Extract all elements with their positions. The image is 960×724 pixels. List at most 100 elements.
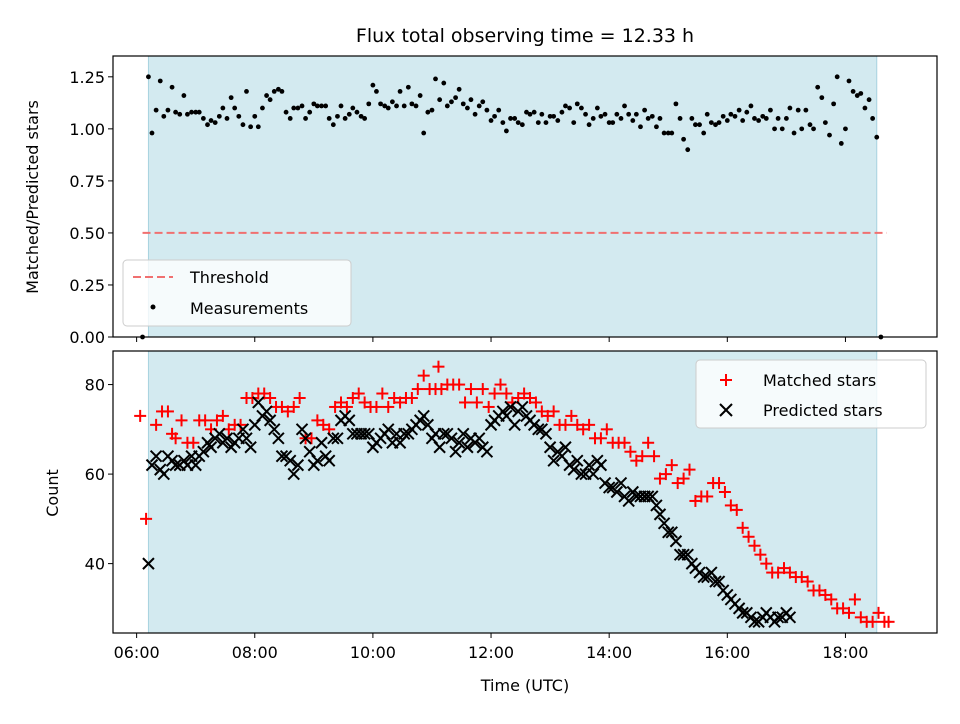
measurements-point: [701, 130, 707, 136]
predicted-stars-point: [582, 458, 596, 472]
matched-stars-point: [432, 360, 445, 373]
predicted-stars-point: [315, 436, 328, 449]
matched-stars-point: [352, 387, 365, 400]
measurements-point: [512, 116, 518, 121]
ratio-y-tick-label: 1.00: [69, 120, 105, 139]
measurements-point: [177, 111, 183, 117]
matched-stars-point: [476, 383, 489, 396]
measurements-point: [267, 97, 273, 103]
matched-legend-swatch: [720, 374, 732, 386]
matched-stars-point: [161, 405, 174, 418]
measurements-point: [165, 107, 171, 113]
matched-stars-point: [370, 400, 383, 413]
measurements-point: [385, 105, 391, 111]
measurements-point: [181, 93, 187, 98]
measurements-point: [295, 105, 301, 111]
predicted-stars-point: [539, 427, 553, 441]
measurements-point: [693, 122, 698, 128]
measurements-point: [456, 86, 462, 92]
measurements-point: [275, 86, 281, 92]
measurements-point: [264, 93, 269, 98]
measurements-point: [708, 120, 714, 126]
measurements-point: [870, 116, 876, 121]
measurements-point: [846, 78, 852, 84]
x-tick-label: 10:00: [350, 643, 396, 662]
predicted-stars-point: [653, 508, 667, 521]
matched-stars-point: [464, 383, 477, 396]
predicted-stars-point: [268, 423, 281, 436]
predicted-stars-point: [220, 432, 234, 445]
ratio-y-tick-label: 0.50: [69, 224, 105, 243]
measurements-point: [476, 103, 482, 109]
matched-stars-point: [453, 378, 466, 391]
predicted-stars-point: [327, 432, 340, 445]
predicted-stars-point: [149, 449, 163, 463]
predicted-stars-point: [712, 575, 726, 588]
x-tick-label: 16:00: [704, 643, 750, 662]
measurements-point: [858, 91, 864, 96]
measurements-point: [649, 113, 655, 119]
matched-stars-point: [801, 575, 814, 588]
ratio-legend-box: [122, 259, 352, 327]
matched-stars-point: [187, 436, 200, 449]
predicted-stars-point: [610, 485, 624, 499]
predicted-stars-point: [275, 449, 289, 463]
measurements-point: [598, 113, 604, 119]
measurements-point: [838, 141, 844, 146]
matched-stars-point: [376, 387, 389, 400]
predicted-stars-point: [142, 557, 155, 570]
measurements-point: [574, 101, 580, 107]
measurements-point: [704, 111, 710, 117]
measurements-point: [335, 113, 340, 119]
measurements-point: [803, 107, 809, 113]
measurements-point: [563, 103, 568, 109]
measurements-point: [783, 116, 789, 121]
x-tick-label: 14:00: [586, 643, 632, 662]
measurements-point: [232, 105, 238, 111]
predicted-stars-point: [197, 445, 210, 458]
measurements-point: [240, 122, 246, 128]
count-y-tick-label: 40: [85, 555, 105, 574]
measurements-point: [665, 130, 671, 136]
measurements-point: [610, 120, 616, 126]
matched-stars-point: [216, 409, 229, 422]
predicted-stars-point: [189, 458, 202, 472]
measurements-point: [444, 103, 450, 109]
predicted-stars-point: [299, 432, 312, 445]
matched-stars-point: [547, 405, 560, 418]
predicted-stars-point: [614, 476, 628, 490]
measurements-point: [200, 116, 206, 121]
measurements-point: [409, 101, 415, 107]
matched-stars-point: [600, 423, 613, 436]
measurements-point: [807, 122, 813, 128]
matched-stars-point: [636, 450, 649, 463]
measurements-point: [713, 122, 718, 128]
measurements-point: [425, 109, 431, 115]
measurements-point: [362, 116, 368, 121]
measurements-point: [559, 109, 565, 115]
measurements-point: [374, 88, 379, 94]
predicted-stars-point: [571, 454, 584, 467]
predicted-stars-point: [473, 432, 486, 445]
matched-stars-point: [199, 414, 212, 427]
measurements-point: [319, 103, 324, 109]
ratio-y-tick-label: 0.75: [69, 172, 105, 191]
measurements-point: [866, 97, 872, 103]
matched-stars-point: [287, 400, 300, 413]
predicted-stars-point: [567, 463, 580, 476]
measurements-point: [772, 126, 777, 132]
count-legend-box: [695, 359, 927, 429]
predicted-stars-point: [322, 454, 336, 467]
predicted-stars-point: [236, 423, 250, 436]
measurements-point: [378, 101, 383, 107]
measurements-point: [358, 113, 364, 119]
ratio-y-tick-label: 1.25: [69, 68, 105, 87]
matched-stars-point: [234, 418, 247, 431]
measurements-point: [405, 84, 411, 90]
measurements-point: [205, 122, 210, 128]
measurements-point: [673, 101, 679, 107]
x-tick-label: 18:00: [822, 643, 868, 662]
measurements-point: [874, 134, 880, 140]
measurements-point: [260, 105, 265, 111]
measurements-point: [291, 105, 297, 111]
